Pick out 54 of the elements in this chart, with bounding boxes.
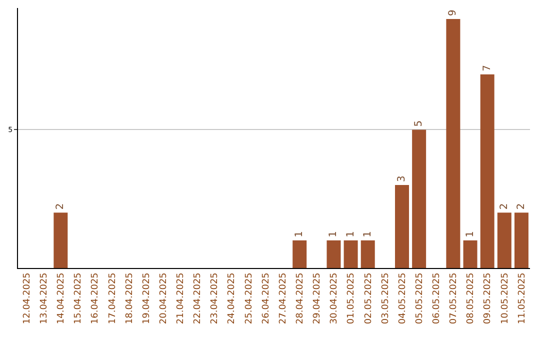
data-label: 1 <box>464 230 476 238</box>
bar <box>446 19 460 268</box>
bar <box>395 185 409 268</box>
x-tick-label: 02.05.2025 <box>364 272 374 324</box>
bar <box>480 74 494 268</box>
x-tick-label: 20.04.2025 <box>158 272 169 324</box>
bar <box>360 240 375 268</box>
x-tick-label: 12.04.2025 <box>22 272 32 324</box>
x-tick-label: 04.05.2025 <box>398 272 408 324</box>
data-label: 9 <box>448 10 459 16</box>
x-tick-label: 10.05.2025 <box>500 272 510 324</box>
bar <box>292 240 307 268</box>
x-tick-label: 17.04.2025 <box>108 272 118 324</box>
x-tick-label: 05.05.2025 <box>414 272 425 324</box>
x-tick-label: 23.04.2025 <box>210 272 220 324</box>
data-label: 5 <box>414 120 425 127</box>
bar <box>344 240 358 268</box>
x-tick-label: 08.05.2025 <box>466 272 476 324</box>
x-tick-label: 09.05.2025 <box>483 272 494 324</box>
data-label: 7 <box>482 65 493 72</box>
x-tick-label: 19.04.2025 <box>142 272 152 324</box>
bar <box>514 212 528 268</box>
bar <box>463 240 478 268</box>
data-label: 2 <box>516 203 527 210</box>
x-tick-label: 11.05.2025 <box>517 272 528 324</box>
bar <box>326 240 341 268</box>
x-tick-label: 26.04.2025 <box>261 272 272 324</box>
data-label: 2 <box>498 203 510 210</box>
data-label: 1 <box>328 230 340 238</box>
x-tick-label: 15.04.2025 <box>74 272 84 324</box>
data-label: 2 <box>55 203 66 210</box>
data-label: 3 <box>396 176 408 182</box>
bar <box>497 212 512 268</box>
x-tick-label: 14.04.2025 <box>56 272 67 324</box>
x-tick-label: 16.04.2025 <box>90 272 101 324</box>
data-label: 1 <box>345 230 356 238</box>
x-tick-label: 07.05.2025 <box>449 272 460 324</box>
x-tick-label: 22.04.2025 <box>193 272 204 324</box>
x-tick-label: 25.04.2025 <box>244 272 254 324</box>
bar <box>412 130 426 268</box>
x-tick-label: 29.04.2025 <box>312 272 323 324</box>
x-tick-label: 13.04.2025 <box>40 272 50 324</box>
x-tick-label: 21.04.2025 <box>176 272 186 324</box>
x-tick-label: 06.05.2025 <box>432 272 442 324</box>
x-tick-label: 30.04.2025 <box>330 272 340 324</box>
x-tick-label: 01.05.2025 <box>346 272 357 324</box>
x-tick-label: 03.05.2025 <box>380 272 391 324</box>
x-tick-label: 18.04.2025 <box>124 272 135 324</box>
data-label: 1 <box>294 230 306 238</box>
bar <box>54 212 68 268</box>
x-tick-label: 24.04.2025 <box>227 272 238 324</box>
x-tick-label: 27.04.2025 <box>278 272 288 324</box>
data-label: 1 <box>362 230 374 238</box>
x-tick-label: 28.04.2025 <box>296 272 306 324</box>
